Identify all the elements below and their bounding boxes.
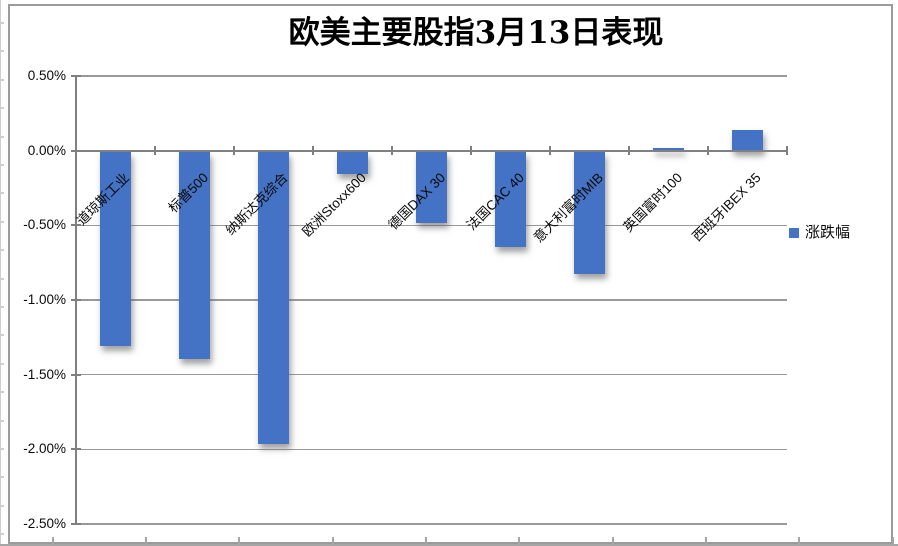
legend-series-label: 涨跌幅: [805, 224, 851, 241]
category-axis-tick: [233, 146, 235, 156]
spreadsheet-column-tick: [331, 537, 334, 545]
bar-1[interactable]: [100, 151, 131, 346]
major-gridline: [76, 75, 787, 77]
legend-series-marker: [789, 228, 799, 238]
category-axis-tick: [470, 146, 472, 156]
bar-4[interactable]: [337, 151, 368, 175]
spreadsheet-row-tick: [0, 448, 4, 450]
spreadsheet-column-tick: [518, 537, 521, 545]
spreadsheet-bottom-gridline: [0, 544, 898, 546]
bar-9[interactable]: [732, 129, 763, 151]
y-axis-tick-label: -2.00%: [23, 441, 66, 457]
category-axis-tick: [786, 146, 788, 156]
spreadsheet-row-tick: [0, 249, 4, 252]
spreadsheet-row-tick: [0, 107, 4, 110]
spreadsheet-column-tick: [51, 537, 54, 545]
spreadsheet-left-gridline: [0, 0, 1, 546]
spreadsheet-row-tick: [0, 362, 4, 365]
major-gridline: [76, 523, 787, 525]
chart-area-border: [8, 4, 893, 544]
bar-5[interactable]: [416, 151, 447, 224]
spreadsheet-row-tick: [0, 192, 4, 195]
bar-3[interactable]: [258, 151, 289, 445]
spreadsheet-row-tick: [0, 334, 4, 337]
category-axis-tick: [707, 146, 709, 156]
spreadsheet-row-tick: [0, 22, 4, 24]
spreadsheet-row-tick: [0, 78, 4, 81]
y-axis-tick-label: -1.00%: [23, 292, 66, 307]
category-axis-tick: [154, 146, 156, 156]
spreadsheet-row-tick: [0, 306, 4, 308]
category-axis-tick: [549, 146, 551, 156]
value-axis-line: [75, 76, 77, 524]
spreadsheet-row-tick: [0, 391, 4, 394]
major-gridline: [76, 299, 787, 301]
bar-2[interactable]: [179, 151, 210, 360]
bar-8[interactable]: [653, 147, 684, 151]
major-gridline: [76, 448, 787, 451]
bar-6[interactable]: [495, 151, 526, 248]
major-gridline: [76, 224, 787, 227]
spreadsheet-row-tick: [0, 504, 4, 507]
spreadsheet-row-tick: [0, 135, 4, 138]
chart-title[interactable]: 欧美主要股指3月13日表现: [288, 15, 664, 51]
spreadsheet-row-tick: [0, 419, 4, 422]
spreadsheet-column-tick: [425, 537, 428, 545]
spreadsheet-column-tick: [611, 537, 614, 545]
spreadsheet-row-tick: [0, 220, 4, 223]
y-axis-tick-label: 0.50%: [27, 68, 66, 83]
y-axis-tick-label: -1.50%: [23, 366, 66, 382]
legend[interactable]: 涨跌幅: [789, 224, 850, 242]
spreadsheet-row-tick: [0, 277, 4, 280]
spreadsheet-row-tick: [0, 533, 4, 536]
spreadsheet-column-tick: [798, 537, 801, 545]
category-axis-tick: [628, 146, 630, 156]
category-axis-tick: [391, 146, 393, 156]
y-axis-tick-label: -0.50%: [23, 217, 66, 233]
spreadsheet-column-tick: [891, 537, 894, 545]
spreadsheet-row-tick: [0, 50, 4, 53]
y-axis-tick-label: 0.00%: [27, 142, 66, 158]
spreadsheet-column-tick: [705, 537, 707, 545]
category-axis-tick: [312, 146, 314, 156]
bar-7[interactable]: [574, 151, 605, 275]
major-gridline: [76, 373, 787, 376]
spreadsheet-column-tick: [238, 537, 241, 545]
spreadsheet-column-tick: [145, 537, 148, 545]
spreadsheet-row-tick: [0, 164, 4, 166]
spreadsheet-row-tick: [0, 476, 4, 479]
category-axis-line: [76, 149, 787, 152]
y-axis-tick-label: -2.50%: [23, 515, 66, 531]
